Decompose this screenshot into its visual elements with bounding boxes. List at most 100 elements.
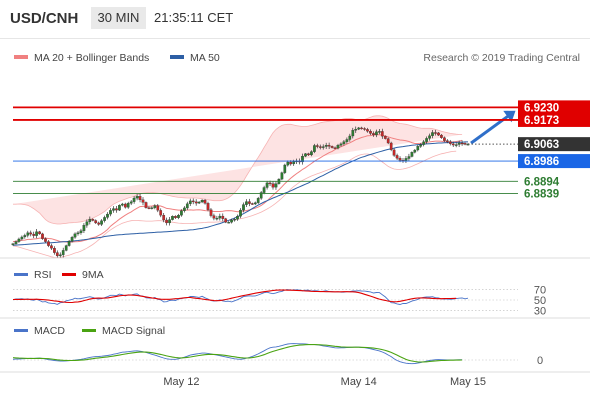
level-label-resistance: 6.9173 — [524, 115, 559, 127]
candle-body — [156, 205, 160, 211]
bollinger-upper-line — [13, 115, 463, 225]
candle-body — [416, 146, 420, 151]
macd-line — [12, 343, 463, 365]
candle-body — [76, 232, 80, 235]
legend-ma50-label: MA 50 — [190, 52, 220, 64]
candle-body — [144, 202, 148, 208]
candle-body — [419, 144, 423, 147]
candle-body — [215, 217, 219, 220]
candle-body — [448, 141, 452, 144]
candle-body — [112, 208, 115, 211]
candle-body — [395, 155, 399, 159]
candle-body — [100, 220, 103, 225]
legend-rsi-label: RSI — [34, 269, 52, 281]
candle-body — [307, 153, 310, 156]
candle-body — [123, 203, 127, 208]
candle-body — [345, 139, 349, 142]
symbol-label: USD/CNH — [10, 10, 79, 27]
candle-body — [310, 151, 313, 156]
candle-body — [321, 146, 325, 148]
candle-body — [147, 207, 151, 209]
level-label-pivot: 6.8986 — [524, 156, 559, 168]
chart-canvas: MA 20 + Bollinger Bands MA 50 Research ©… — [0, 52, 590, 388]
candle-body — [256, 198, 260, 203]
price-legend: MA 20 + Bollinger Bands MA 50 Research ©… — [14, 52, 580, 64]
candle-body — [233, 219, 236, 221]
legend-macd-signal-swatch — [82, 329, 96, 332]
candle-body — [434, 132, 437, 134]
candle-body — [150, 207, 154, 209]
candle-body — [35, 231, 38, 236]
candle-body — [91, 219, 95, 221]
candle-body — [454, 144, 458, 146]
price-panel — [11, 110, 516, 259]
candle-body — [230, 219, 233, 223]
candle-body — [425, 138, 428, 142]
candle-body — [126, 203, 130, 208]
candle-body — [363, 128, 366, 130]
macd-legend: MACD MACD Signal — [14, 325, 165, 337]
candle-body — [463, 143, 467, 145]
candle-body — [183, 207, 186, 211]
candle-body — [354, 129, 358, 131]
candle-body — [191, 200, 195, 203]
candle-body — [174, 216, 177, 218]
legend-ma50-swatch — [170, 55, 184, 59]
candles — [11, 126, 470, 259]
candle-body — [437, 132, 440, 136]
rsi-tick-label: 50 — [534, 295, 546, 307]
candle-body — [227, 222, 231, 224]
level-tag-last_price — [518, 137, 590, 152]
candle-body — [336, 145, 340, 149]
candle-body — [422, 141, 426, 145]
candle-body — [194, 201, 198, 204]
candle-body — [339, 143, 343, 146]
candle-body — [67, 241, 71, 246]
candle-body — [410, 152, 414, 157]
chart-header: USD/CNH 30 MIN 21:35:11 CET — [0, 0, 590, 39]
candle-body — [313, 145, 316, 152]
candle-body — [380, 131, 384, 137]
legend-ma20-swatch — [14, 55, 28, 59]
candle-body — [88, 219, 92, 222]
candle-body — [103, 217, 106, 221]
source-label: Research © 2019 Trading Central — [423, 52, 580, 64]
candle-body — [162, 215, 166, 221]
candle-body — [407, 156, 411, 159]
level-tag-resistance — [518, 112, 590, 127]
candle-body — [221, 215, 225, 219]
candle-body — [203, 200, 207, 204]
candle-body — [168, 219, 171, 224]
candle-body — [253, 202, 257, 205]
candle-body — [440, 134, 443, 138]
candle-body — [20, 236, 24, 240]
macd-tick-label: 0 — [537, 355, 543, 367]
candle-body — [271, 183, 275, 188]
candle-body — [443, 137, 446, 141]
candle-body — [242, 204, 245, 211]
candle-body — [262, 187, 266, 193]
candle-body — [50, 245, 53, 249]
level-tag-resistance — [518, 100, 590, 115]
candle-body — [236, 216, 239, 220]
timeframe-button[interactable]: 30 MIN — [91, 7, 146, 29]
level-label-support: 6.8894 — [524, 176, 560, 188]
candle-body — [29, 232, 33, 235]
candle-body — [11, 243, 15, 246]
candle-body — [428, 135, 431, 139]
x-tick-label: May 15 — [450, 376, 486, 388]
candle-body — [224, 218, 228, 223]
candle-body — [268, 182, 272, 185]
candle-body — [17, 238, 21, 242]
candle-body — [389, 142, 393, 150]
level-label-last_price: 6.9063 — [524, 139, 559, 151]
candle-body — [286, 161, 290, 166]
x-tick-label: May 12 — [163, 376, 199, 388]
candle-body — [94, 220, 98, 224]
legend-rsi-swatch — [14, 273, 28, 276]
candle-body — [180, 210, 183, 216]
clock-label: 21:35:11 CET — [154, 10, 234, 25]
candle-body — [55, 252, 59, 257]
